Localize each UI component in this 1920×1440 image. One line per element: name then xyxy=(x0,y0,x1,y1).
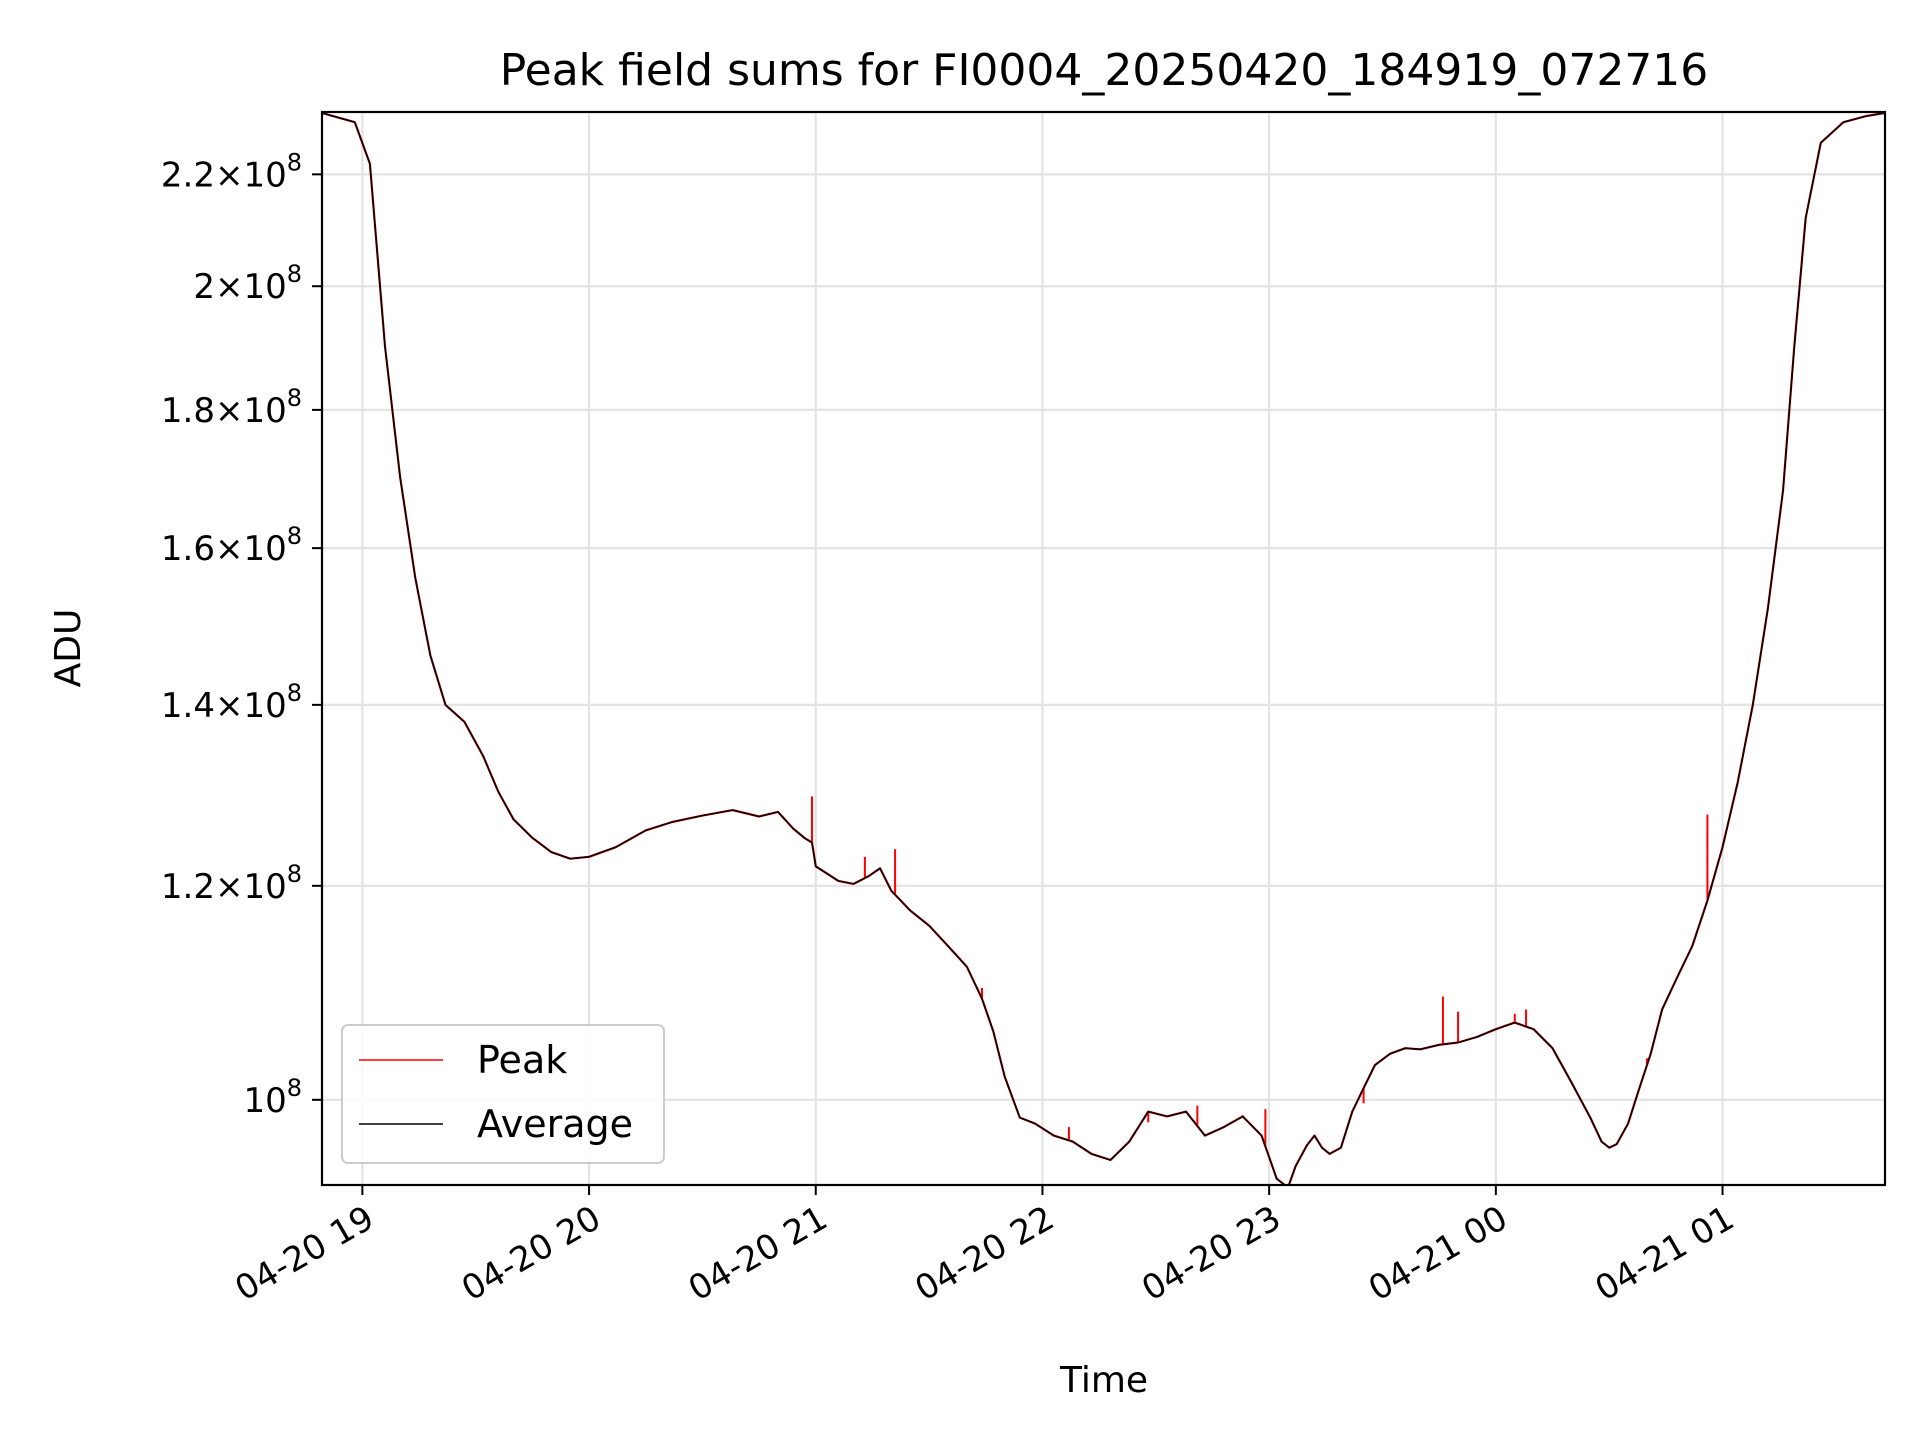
legend-peak-label: Peak xyxy=(477,1038,567,1082)
plot-frame xyxy=(320,110,1887,1187)
y-axis-ticks: 108 1.2×108 1.4×108 1.6×108 1.8×108 2×108 2.2×… xyxy=(161,148,322,1121)
legend-average-label: Average xyxy=(477,1102,633,1146)
y-tick-label: 1.6×108 xyxy=(161,522,302,569)
chart-title: Peak field sums for FI0004_20250420_1849… xyxy=(500,45,1709,96)
y-grid xyxy=(322,173,1885,1101)
x-axis-label: Time xyxy=(1059,1360,1148,1401)
legend: Peak Average xyxy=(341,1024,665,1164)
y-tick-label: 1.4×108 xyxy=(161,679,302,726)
x-grid xyxy=(361,112,1724,1185)
average-line xyxy=(322,112,1885,1185)
y-tick-label: 2×108 xyxy=(193,260,302,307)
y-axis-label: ADU xyxy=(48,609,89,688)
y-tick-label: 1.8×108 xyxy=(161,384,302,431)
y-tick-label: 2.2×108 xyxy=(161,148,302,195)
y-tick-label: 108 xyxy=(243,1074,302,1121)
average-series xyxy=(322,112,1885,1185)
y-tick-label: 1.2×108 xyxy=(161,860,302,907)
